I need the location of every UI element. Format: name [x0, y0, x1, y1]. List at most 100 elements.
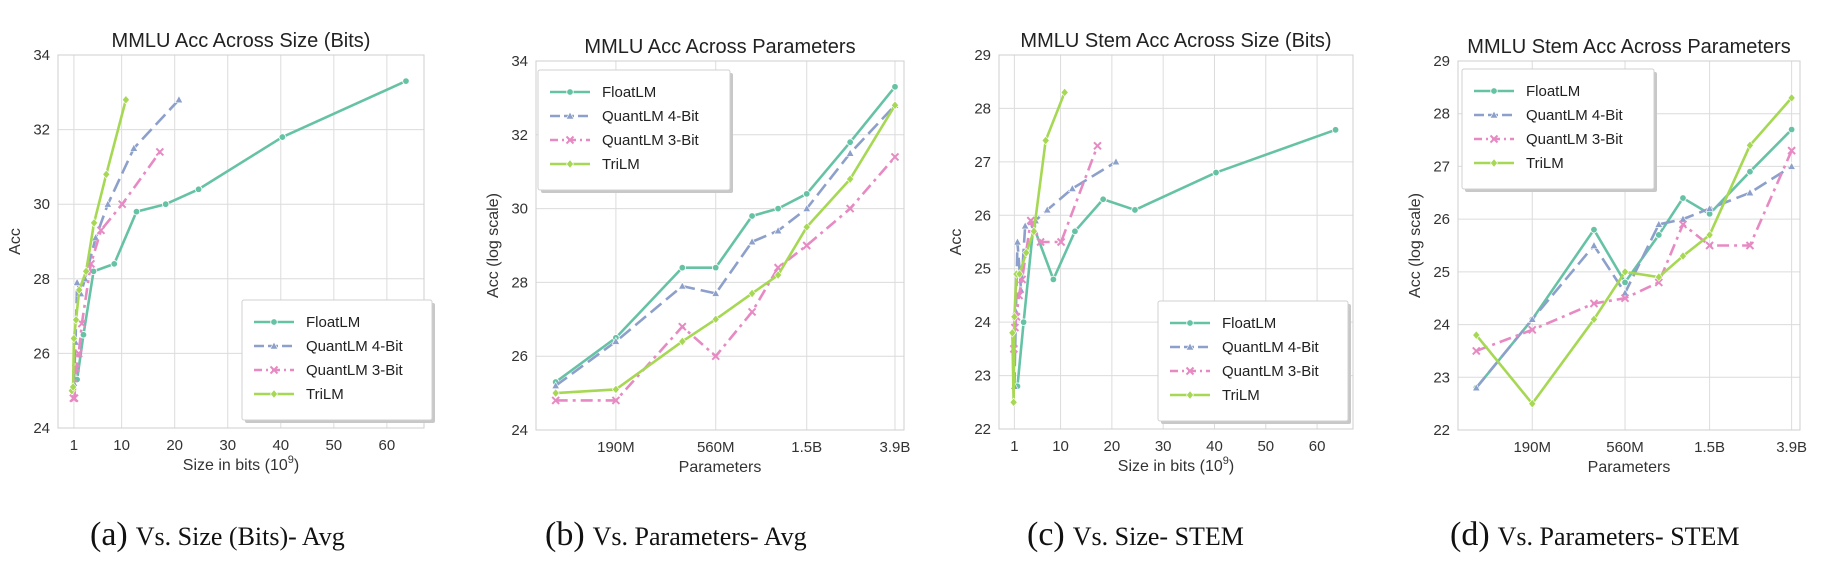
legend-label: QuantLM 4-Bit: [306, 338, 404, 355]
data-point: [1528, 325, 1537, 335]
legend-label: FloatLM: [602, 84, 656, 101]
data-point: [846, 174, 855, 184]
data-point: [802, 241, 811, 250]
data-point: [90, 218, 99, 228]
x-tick-label: 3.9B: [1776, 439, 1807, 456]
data-point: [845, 204, 855, 213]
legend-marker: [565, 135, 575, 145]
chart-title: MMLU Acc Across Size (Bits): [112, 30, 371, 52]
x-tick-label: 30: [219, 437, 236, 454]
plot-frame: [998, 54, 1354, 430]
y-tick-label: 34: [511, 53, 528, 70]
legend-label: TriLM: [1222, 387, 1260, 404]
legend-marker: [270, 389, 278, 399]
x-tick-label: 20: [1104, 438, 1121, 455]
x-tick-label: 1: [70, 437, 78, 454]
data-point: [1013, 237, 1022, 246]
data-point: [1060, 87, 1069, 98]
x-tick-label: 40: [272, 437, 289, 454]
x-axis-label: Parameters: [679, 459, 762, 476]
y-tick-label: 26: [974, 207, 991, 224]
legend-marker: [1490, 87, 1498, 95]
y-tick-label: 28: [974, 100, 991, 117]
legend-marker: [270, 318, 278, 326]
legend: FloatLM QuantLM 4-Bit QuantLM 3-Bit TriLM: [537, 69, 733, 193]
legend-label: TriLM: [1526, 155, 1564, 172]
series-trilm: [67, 95, 130, 396]
data-point: [402, 77, 410, 85]
x-tick-label: 560M: [1606, 439, 1644, 456]
legend-marker: [565, 111, 575, 120]
caption: (b) Vs. Parameters- Avg: [545, 516, 807, 553]
data-point: [551, 396, 560, 405]
data-point: [747, 237, 757, 246]
legend-marker: [1186, 319, 1194, 327]
data-point: [1099, 195, 1107, 203]
y-tick-label: 26: [33, 345, 50, 362]
legend-marker: [269, 341, 279, 350]
x-tick-label: 30: [1155, 438, 1172, 455]
legend-marker: [1490, 158, 1498, 168]
y-tick-label: 24: [511, 422, 528, 439]
series-line: [1013, 160, 1117, 387]
legend-box: [1461, 68, 1655, 190]
series-line: [1475, 165, 1793, 389]
legend-label: TriLM: [602, 156, 640, 173]
y-tick-label: 23: [974, 368, 991, 385]
y-tick-label: 32: [33, 122, 50, 139]
data-point: [748, 212, 756, 220]
data-point: [79, 331, 88, 339]
legend-box: [241, 299, 433, 421]
data-point: [96, 226, 106, 235]
data-point: [1590, 225, 1598, 234]
data-point: [711, 314, 720, 324]
series-quantlm-4-bit: [1471, 161, 1796, 392]
data-point: [174, 95, 184, 104]
legend-label: TriLM: [306, 386, 344, 403]
data-point: [1472, 346, 1481, 356]
legend-box: [537, 69, 731, 191]
data-point: [747, 307, 757, 317]
data-point: [1746, 167, 1754, 176]
x-tick-label: 190M: [1513, 439, 1551, 456]
data-point: [1655, 231, 1663, 239]
data-point: [1589, 299, 1599, 308]
data-point: [110, 260, 118, 268]
x-axis-label: Parameters: [1588, 459, 1671, 476]
series-trilm: [1472, 93, 1796, 409]
data-point: [712, 263, 720, 272]
data-point: [1009, 397, 1018, 407]
y-axis-label: Acc: [7, 228, 24, 255]
legend-label: QuantLM 3-Bit: [1222, 363, 1320, 380]
series-trilm: [1008, 87, 1069, 407]
legend-label: FloatLM: [1222, 315, 1276, 332]
data-point: [1705, 230, 1714, 240]
data-point: [611, 396, 621, 405]
data-point: [1620, 288, 1630, 297]
legend-label: QuantLM 3-Bit: [1526, 131, 1624, 148]
data-point: [1111, 157, 1121, 166]
x-tick-label: 50: [1257, 438, 1274, 455]
x-tick-label: 40: [1206, 438, 1223, 455]
series-floatlm: [551, 83, 899, 386]
data-point: [890, 100, 899, 110]
legend-label: QuantLM 4-Bit: [602, 108, 700, 125]
y-tick-label: 22: [1433, 422, 1450, 439]
plot-frame: [57, 54, 425, 429]
legend-marker: [1185, 366, 1195, 376]
y-tick-label: 28: [33, 271, 50, 288]
data-point: [1621, 267, 1630, 277]
y-tick-label: 25: [1433, 264, 1450, 281]
data-point: [91, 233, 100, 242]
data-point: [1131, 206, 1139, 214]
data-point: [1019, 318, 1028, 326]
data-point: [1056, 237, 1066, 247]
data-point: [1589, 314, 1598, 324]
legend-marker: [1489, 134, 1499, 144]
data-point: [1022, 248, 1031, 258]
data-point: [773, 226, 783, 235]
data-point: [1008, 328, 1017, 338]
data-point: [1654, 219, 1664, 228]
y-tick-label: 25: [974, 261, 991, 278]
plot-frame: [535, 60, 905, 431]
